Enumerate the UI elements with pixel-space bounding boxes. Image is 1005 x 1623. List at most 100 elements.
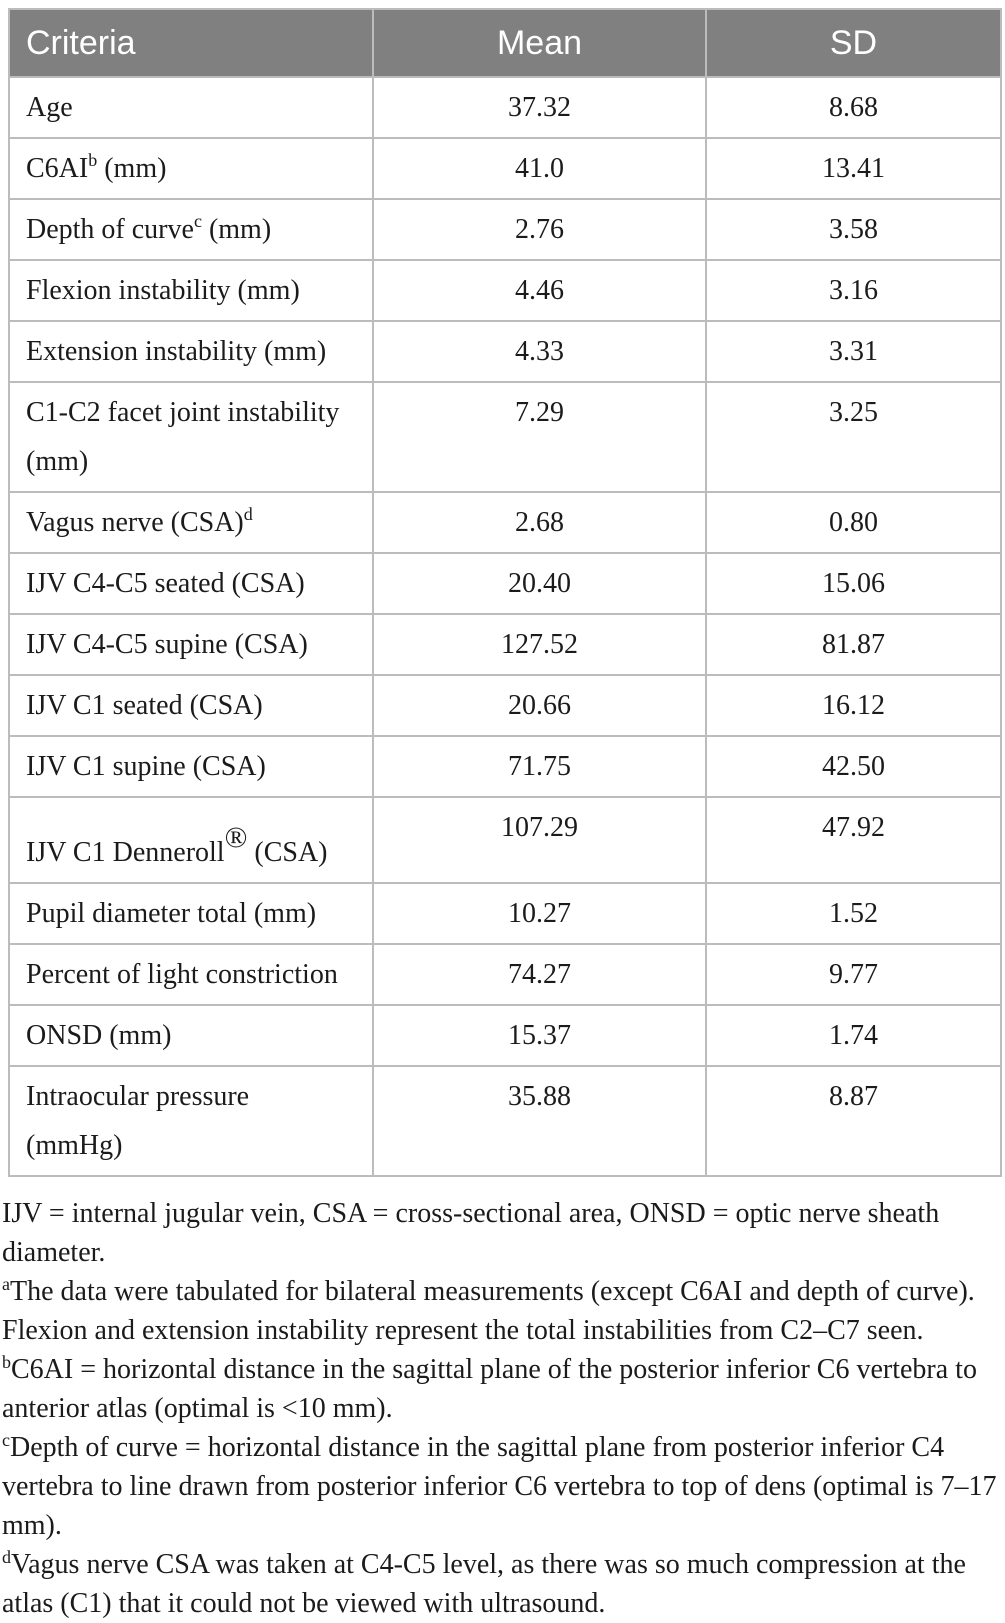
footnote-marker: a [2, 1274, 10, 1294]
mean-cell: 37.32 [372, 76, 707, 139]
mean-cell: 41.0 [372, 137, 707, 200]
criteria-label-suffix: (CSA) [247, 837, 328, 868]
table-row: ONSD (mm) 15.37 1.74 [8, 1004, 1002, 1067]
footnote-marker: b [88, 150, 98, 170]
table-row: Vagus nerve (CSA)d 2.68 0.80 [8, 491, 1002, 554]
criteria-label: Pupil diameter total (mm) [26, 898, 317, 929]
column-header-sd: SD [705, 8, 1002, 78]
table-row: IJV C1 Denneroll® (CSA) 107.29 47.92 [8, 796, 1002, 884]
criteria-label: Intraocular pressure (mmHg) [26, 1081, 250, 1161]
mean-cell: 71.75 [372, 735, 707, 798]
criteria-label: IJV C4-C5 seated (CSA) [26, 568, 305, 599]
criteria-label: Depth of curve [26, 214, 194, 245]
criteria-cell: IJV C4-C5 seated (CSA) [8, 552, 374, 615]
table-row: C6AIb (mm) 41.0 13.41 [8, 137, 1002, 200]
mean-cell: 2.68 [372, 491, 707, 554]
registered-mark: ® [224, 821, 248, 854]
mean-cell: 10.27 [372, 882, 707, 945]
criteria-cell: Depth of curvec (mm) [8, 198, 374, 261]
table-row: Age 37.32 8.68 [8, 76, 1002, 139]
column-header-criteria: Criteria [8, 8, 374, 78]
table-row: C1-C2 facet joint instability (mm) 7.29 3.… [8, 381, 1002, 493]
criteria-cell: Age [8, 76, 374, 139]
criteria-label: Extension instability (mm) [26, 336, 327, 367]
mean-cell: 35.88 [372, 1065, 707, 1177]
sd-cell: 16.12 [705, 674, 1002, 737]
sd-cell: 9.77 [705, 943, 1002, 1006]
sd-cell: 1.74 [705, 1004, 1002, 1067]
sd-cell: 0.80 [705, 491, 1002, 554]
footnote-marker: b [2, 1352, 11, 1372]
sd-cell: 8.87 [705, 1065, 1002, 1177]
sd-cell: 42.50 [705, 735, 1002, 798]
sd-cell: 8.68 [705, 76, 1002, 139]
criteria-label: IJV C4-C5 supine (CSA) [26, 629, 308, 660]
footnote-line: cDepth of curve = horizontal distance in… [2, 1428, 1005, 1545]
criteria-label: IJV C1 Denneroll [26, 837, 225, 868]
criteria-cell: Intraocular pressure (mmHg) [8, 1065, 374, 1177]
sd-cell: 3.16 [705, 259, 1002, 322]
criteria-cell: IJV C4-C5 supine (CSA) [8, 613, 374, 676]
criteria-cell: ONSD (mm) [8, 1004, 374, 1067]
criteria-label: Age [26, 92, 73, 123]
mean-cell: 4.46 [372, 259, 707, 322]
mean-cell: 74.27 [372, 943, 707, 1006]
footnote-marker: d [243, 504, 253, 524]
criteria-label-suffix: (mm) [201, 214, 272, 245]
table-row: Depth of curvec (mm) 2.76 3.58 [8, 198, 1002, 261]
footnote-line: IJV = internal jugular vein, CSA = cross… [2, 1194, 1005, 1272]
criteria-cell: Vagus nerve (CSA)d [8, 491, 374, 554]
column-header-mean: Mean [372, 8, 707, 78]
footnote-line: dVagus nerve CSA was taken at C4-C5 leve… [2, 1545, 1005, 1623]
sd-cell: 13.41 [705, 137, 1002, 200]
mean-cell: 20.66 [372, 674, 707, 737]
footnote-text: Vagus nerve CSA was taken at C4-C5 level… [2, 1549, 966, 1619]
sd-cell: 3.58 [705, 198, 1002, 261]
footnote-text: The data were tabulated for bilateral me… [2, 1276, 975, 1346]
mean-cell: 15.37 [372, 1004, 707, 1067]
criteria-cell: Flexion instability (mm) [8, 259, 374, 322]
criteria-label-suffix: (mm) [97, 153, 167, 184]
criteria-label: Flexion instability (mm) [26, 275, 300, 306]
table-header-row: Criteria Mean SD [8, 8, 1002, 78]
table-row: Percent of light constriction 74.27 9.77 [8, 943, 1002, 1006]
sd-cell: 81.87 [705, 613, 1002, 676]
criteria-cell: IJV C1 supine (CSA) [8, 735, 374, 798]
criteria-cell: IJV C1 seated (CSA) [8, 674, 374, 737]
criteria-cell: Pupil diameter total (mm) [8, 882, 374, 945]
criteria-cell: C6AIb (mm) [8, 137, 374, 200]
sd-cell: 3.31 [705, 320, 1002, 383]
criteria-cell: C1-C2 facet joint instability (mm) [8, 381, 374, 493]
mean-cell: 2.76 [372, 198, 707, 261]
sd-cell: 15.06 [705, 552, 1002, 615]
mean-cell: 7.29 [372, 381, 707, 493]
table-row: Extension instability (mm) 4.33 3.31 [8, 320, 1002, 383]
footnote-line: aThe data were tabulated for bilateral m… [2, 1272, 1005, 1350]
sd-cell: 47.92 [705, 796, 1002, 884]
criteria-cell: IJV C1 Denneroll® (CSA) [8, 796, 374, 884]
footnotes: IJV = internal jugular vein, CSA = cross… [2, 1194, 1005, 1623]
criteria-label: Vagus nerve (CSA) [26, 507, 244, 538]
mean-cell: 107.29 [372, 796, 707, 884]
mean-cell: 20.40 [372, 552, 707, 615]
footnote-marker: c [2, 1430, 10, 1450]
measurement-table: Criteria Mean SD Age 37.32 8.68 C6AIb (mm) 41.… [8, 8, 1002, 1177]
criteria-label: C6AI [26, 153, 89, 184]
criteria-label: IJV C1 supine (CSA) [26, 751, 266, 782]
criteria-label: Percent of light constriction [26, 959, 338, 990]
footnote-marker: d [2, 1547, 11, 1567]
table-body: Age 37.32 8.68 C6AIb (mm) 41.0 13.41 Depth of … [8, 76, 1002, 1177]
footnote-text: Depth of curve = horizontal distance in … [2, 1432, 997, 1541]
footnote-text: C6AI = horizontal distance in the sagitt… [2, 1354, 977, 1424]
sd-cell: 1.52 [705, 882, 1002, 945]
table-row: IJV C1 supine (CSA) 71.75 42.50 [8, 735, 1002, 798]
table-row: Flexion instability (mm) 4.46 3.16 [8, 259, 1002, 322]
criteria-label: ONSD (mm) [26, 1020, 172, 1051]
footnote-marker: c [193, 211, 202, 231]
footnote-line: bC6AI = horizontal distance in the sagit… [2, 1350, 1005, 1428]
footnote-text: IJV = internal jugular vein, CSA = cross… [2, 1198, 940, 1268]
mean-cell: 4.33 [372, 320, 707, 383]
criteria-label: IJV C1 seated (CSA) [26, 690, 263, 721]
mean-cell: 127.52 [372, 613, 707, 676]
